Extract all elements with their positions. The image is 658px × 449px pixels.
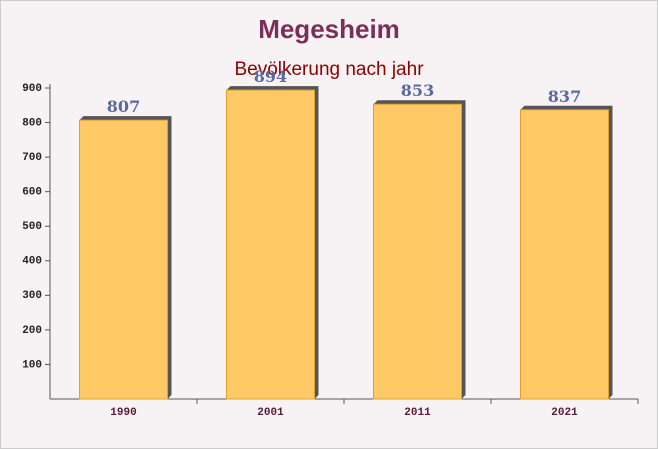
value-label: 853 [401,81,434,100]
bar [373,103,462,400]
y-tick-label: 800 [22,117,42,129]
y-tick-label: 700 [22,152,42,164]
chart-subtitle: Bevölkerung nach jahr [234,59,424,80]
y-tick-label: 100 [22,359,42,371]
chart-title: Megesheim [258,14,400,44]
x-tick-label: 2011 [404,407,431,419]
bar [79,119,168,400]
bar [226,89,315,400]
x-tick-label: 1990 [110,407,136,419]
y-tick-label: 200 [22,325,42,337]
y-tick-label: 500 [22,221,42,233]
y-tick-label: 600 [22,187,42,199]
y-tick-label: 300 [22,290,42,302]
y-tick-label: 400 [22,256,42,268]
value-label: 837 [548,87,581,106]
x-tick-label: 2021 [551,407,578,419]
value-label: 807 [107,97,140,116]
bar [520,109,609,400]
value-label: 894 [254,67,287,86]
y-tick-label: 900 [22,83,42,95]
x-tick-label: 2001 [257,407,284,419]
